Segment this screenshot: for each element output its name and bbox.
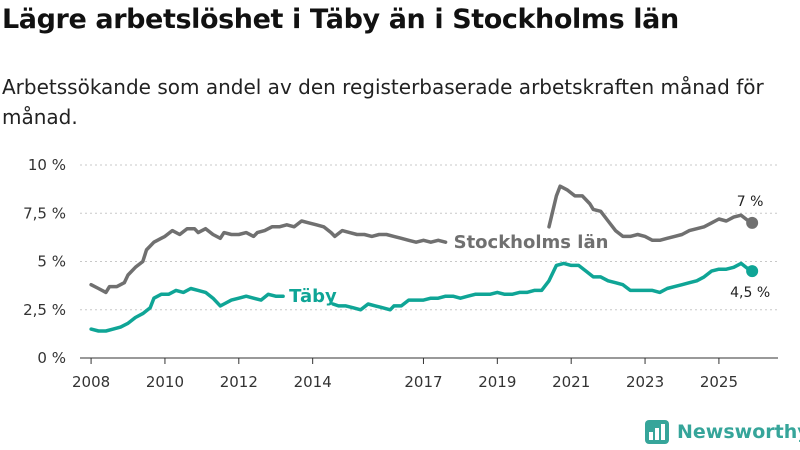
x-tick-label: 2010 xyxy=(146,373,184,391)
x-tick-label: 2025 xyxy=(700,373,738,391)
series-end-marker xyxy=(746,216,759,229)
series-line xyxy=(89,286,285,333)
x-tick-label: 2008 xyxy=(72,373,110,391)
brand-logo: Newsworthy xyxy=(644,419,800,445)
series-line xyxy=(89,219,448,295)
series-line xyxy=(331,261,754,312)
x-tick-label: 2019 xyxy=(478,373,516,391)
series-end-marker xyxy=(746,265,759,278)
chart-title: Lägre arbetslöshet i Täby än i Stockholm… xyxy=(2,4,679,35)
y-tick-label: 7,5 % xyxy=(23,204,66,222)
x-tick-label: 2023 xyxy=(626,373,664,391)
series-label: Täby xyxy=(289,286,337,307)
x-tick-label: 2014 xyxy=(294,373,332,391)
series-end-label: 4,5 % xyxy=(730,285,770,301)
y-tick-label: 5 % xyxy=(37,253,66,271)
x-tick-label: 2017 xyxy=(404,373,442,391)
y-tick-label: 2,5 % xyxy=(23,301,66,319)
x-tick-label: 2012 xyxy=(220,373,258,391)
series-line xyxy=(547,184,754,243)
x-tick-label: 2021 xyxy=(552,373,590,391)
newsworthy-logo-icon xyxy=(645,420,669,444)
series-end-label: 7 % xyxy=(737,194,764,210)
y-tick-label: 10 % xyxy=(28,156,66,174)
chart-subtitle: Arbetssökande som andel av den registerb… xyxy=(2,75,764,129)
y-tick-label: 0 % xyxy=(37,349,66,367)
brand-name: Newsworthy xyxy=(677,421,800,443)
series-label: Stockholms län xyxy=(454,232,609,253)
